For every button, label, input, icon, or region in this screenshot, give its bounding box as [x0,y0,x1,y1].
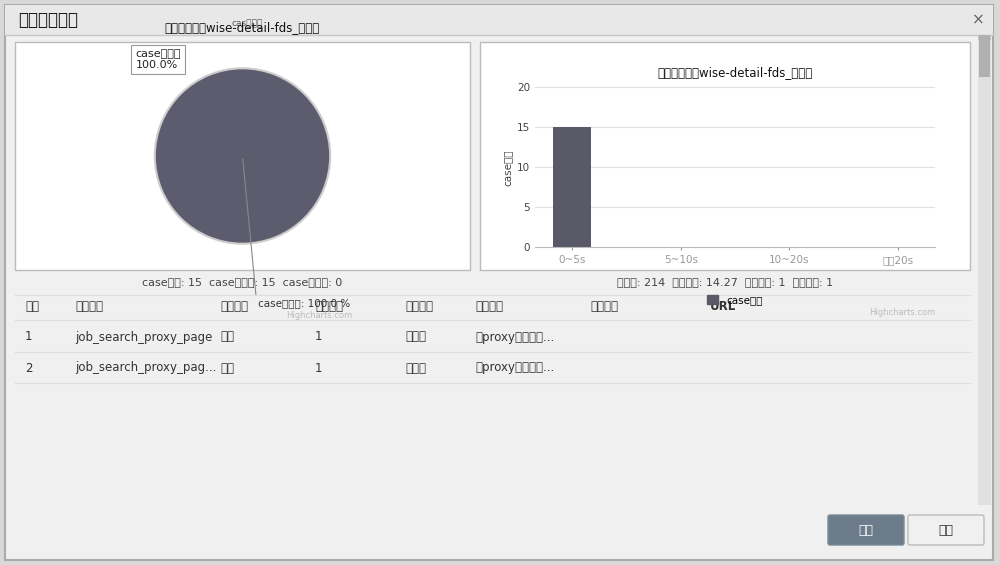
Title: 分级发布任务wise-detail-fds_检索端: 分级发布任务wise-detail-fds_检索端 [657,66,813,79]
Text: 自动化: 自动化 [405,362,426,375]
Text: 1: 1 [25,331,32,344]
FancyBboxPatch shape [908,515,984,545]
Text: case成功数: 100.0 %: case成功数: 100.0 % [258,298,351,308]
FancyBboxPatch shape [828,515,904,545]
Text: cas成功数: cas成功数 [231,19,262,28]
Bar [15,42,470,270]
Text: case总数: 15  case成功数: 15  case失败数: 0: case总数: 15 case成功数: 15 case失败数: 0 [142,277,342,287]
FancyBboxPatch shape [5,5,993,560]
Text: 用例类型: 用例类型 [405,301,433,314]
Text: 自动化: 自动化 [405,331,426,344]
Text: 成功: 成功 [220,362,234,375]
Title: 分级发布任务wise-detail-fds_检索端: 分级发布任务wise-detail-fds_检索端 [165,21,320,34]
Text: ×: × [972,12,984,28]
Text: 各proxy检索页面...: 各proxy检索页面... [475,362,554,375]
Text: Highcharts.com: Highcharts.com [869,308,935,317]
Y-axis label: case个数: case个数 [503,149,513,185]
Wedge shape [155,68,330,244]
Text: case成功数
100.0%: case成功数 100.0% [135,49,181,71]
Bar [978,37,991,505]
Text: 序号: 序号 [25,301,39,314]
Text: 2: 2 [25,362,32,375]
Text: job_search_proxy_pag...: job_search_proxy_pag... [75,362,216,375]
Text: job_search_proxy_page: job_search_proxy_page [75,331,212,344]
Bar [5,5,993,35]
Text: 用例名称: 用例名称 [75,301,103,314]
Text: 总时间: 214  平均时间: 14.27  最长时间: 1  最短时间: 1: 总时间: 214 平均时间: 14.27 最长时间: 1 最短时间: 1 [617,277,833,287]
Text: URL: URL [710,301,736,314]
Bar [480,42,970,270]
Text: 失败信息: 失败信息 [590,301,618,314]
Text: 各proxy检索页面...: 各proxy检索页面... [475,331,554,344]
Legend: case个数: case个数 [703,291,767,310]
Text: 用例描述: 用例描述 [475,301,503,314]
Text: Highcharts.com: Highcharts.com [286,311,352,320]
Text: 1: 1 [315,362,322,375]
Text: 历史报表详情: 历史报表详情 [18,11,78,29]
Text: 运行时间: 运行时间 [315,301,343,314]
Bar [979,35,990,77]
Bar [553,127,591,247]
Text: 执行结果: 执行结果 [220,301,248,314]
Bar [978,35,991,40]
Text: 成功: 成功 [220,331,234,344]
Text: 确定: 确定 [858,524,874,537]
Text: 1: 1 [315,331,322,344]
Text: 取消: 取消 [938,524,954,537]
